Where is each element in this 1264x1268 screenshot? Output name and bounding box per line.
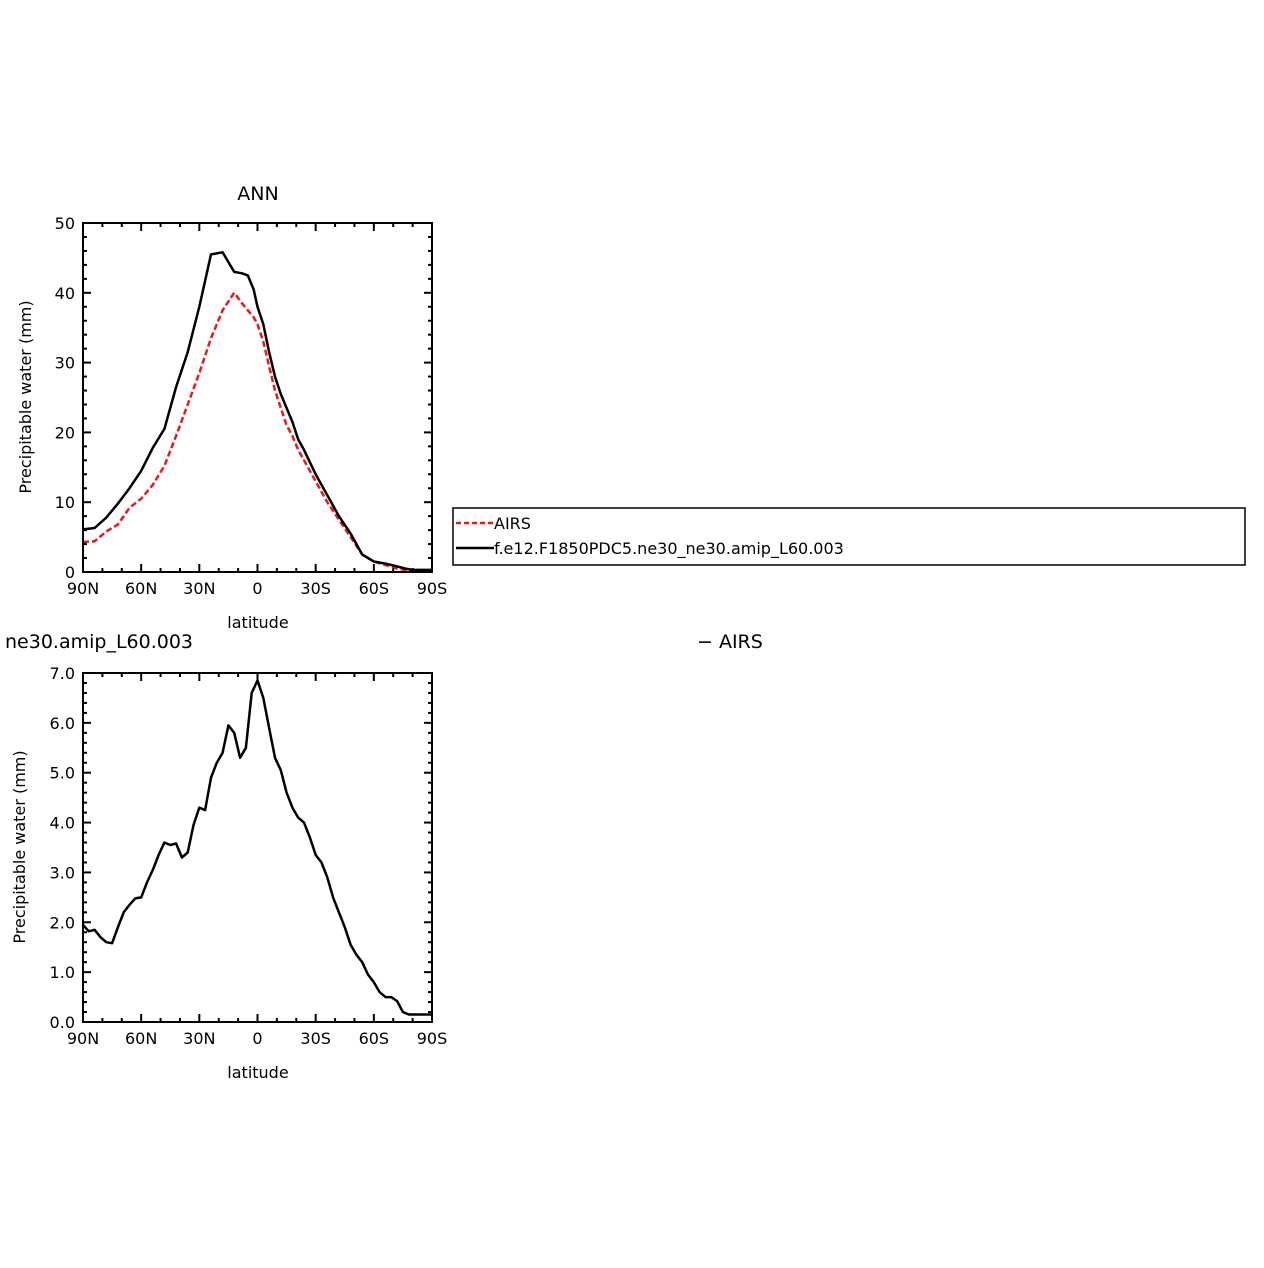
plot-area: 90N 60N 30N 0 30S 60S 90S 0.0 1.0 2.0 3.0 4.0 5.0 6.0… bbox=[50, 664, 448, 1048]
y-tick-label: 3.0 bbox=[50, 863, 75, 882]
y-axis-label: Precipitable water (mm) bbox=[10, 750, 29, 943]
x-tick-label: 30N bbox=[183, 579, 215, 598]
y-tick-label: 50 bbox=[55, 214, 75, 233]
plot-frame bbox=[82, 222, 433, 573]
x-axis-label: latitude bbox=[227, 1063, 288, 1082]
y-tick-label: 2.0 bbox=[50, 913, 75, 932]
y-tick-label: 20 bbox=[55, 423, 75, 442]
x-tick-label: 60S bbox=[359, 579, 390, 598]
y-tick-label: 10 bbox=[55, 493, 75, 512]
legend: AIRS f.e12.F1850PDC5.ne30_ne30.amip_L60.… bbox=[452, 507, 1246, 566]
x-tick-label: 90N bbox=[67, 1029, 99, 1048]
x-tick-label: 30S bbox=[300, 579, 331, 598]
series-line-0 bbox=[82, 291, 432, 572]
chart-title: ANN bbox=[237, 183, 278, 205]
x-tick-label: 60S bbox=[359, 1029, 390, 1048]
legend-label-model: f.e12.F1850PDC5.ne30_ne30.amip_L60.003 bbox=[494, 539, 844, 559]
y-tick-label: 5.0 bbox=[50, 764, 75, 783]
y-tick-label: 30 bbox=[55, 354, 75, 373]
x-tick-label: 30S bbox=[300, 1029, 331, 1048]
y-tick-label: 4.0 bbox=[50, 814, 75, 833]
series-line-0 bbox=[82, 679, 432, 1016]
difference-panel: ne30.amip_L60.003 − AIRS 90N 60N 30N 0 30S 60… bbox=[5, 631, 763, 1082]
legend-label-airs: AIRS bbox=[494, 514, 531, 533]
x-tick-label: 90S bbox=[417, 1029, 448, 1048]
chart-title-right: − AIRS bbox=[697, 631, 763, 653]
y-tick-label: 0.0 bbox=[50, 1013, 75, 1032]
legend-box bbox=[452, 507, 1246, 566]
y-tick-label: 1.0 bbox=[50, 963, 75, 982]
y-tick-label: 7.0 bbox=[50, 664, 75, 683]
series-line-1 bbox=[82, 251, 432, 572]
y-tick-label: 6.0 bbox=[50, 714, 75, 733]
y-axis-label: Precipitable water (mm) bbox=[16, 300, 35, 493]
x-tick-label: 60N bbox=[125, 1029, 157, 1048]
plot-area: 90N 60N 30N 0 30S 60S 90S 0 10 20 30 40 50 bbox=[55, 214, 448, 598]
annual-panel: ANN 90N 60N 30N 0 30S 60S 90S 0 10 20 30 40 50 latit… bbox=[16, 183, 447, 632]
x-tick-label: 90S bbox=[417, 579, 448, 598]
x-tick-label: 0 bbox=[252, 1029, 262, 1048]
y-tick-label: 40 bbox=[55, 284, 75, 303]
x-tick-label: 30N bbox=[183, 1029, 215, 1048]
x-tick-label: 60N bbox=[125, 579, 157, 598]
y-tick-label: 0 bbox=[65, 563, 75, 582]
plot-frame bbox=[82, 672, 433, 1023]
x-tick-label: 90N bbox=[67, 579, 99, 598]
chart-title-left: ne30.amip_L60.003 bbox=[5, 631, 193, 653]
x-tick-label: 0 bbox=[252, 579, 262, 598]
x-axis-label: latitude bbox=[227, 613, 288, 632]
